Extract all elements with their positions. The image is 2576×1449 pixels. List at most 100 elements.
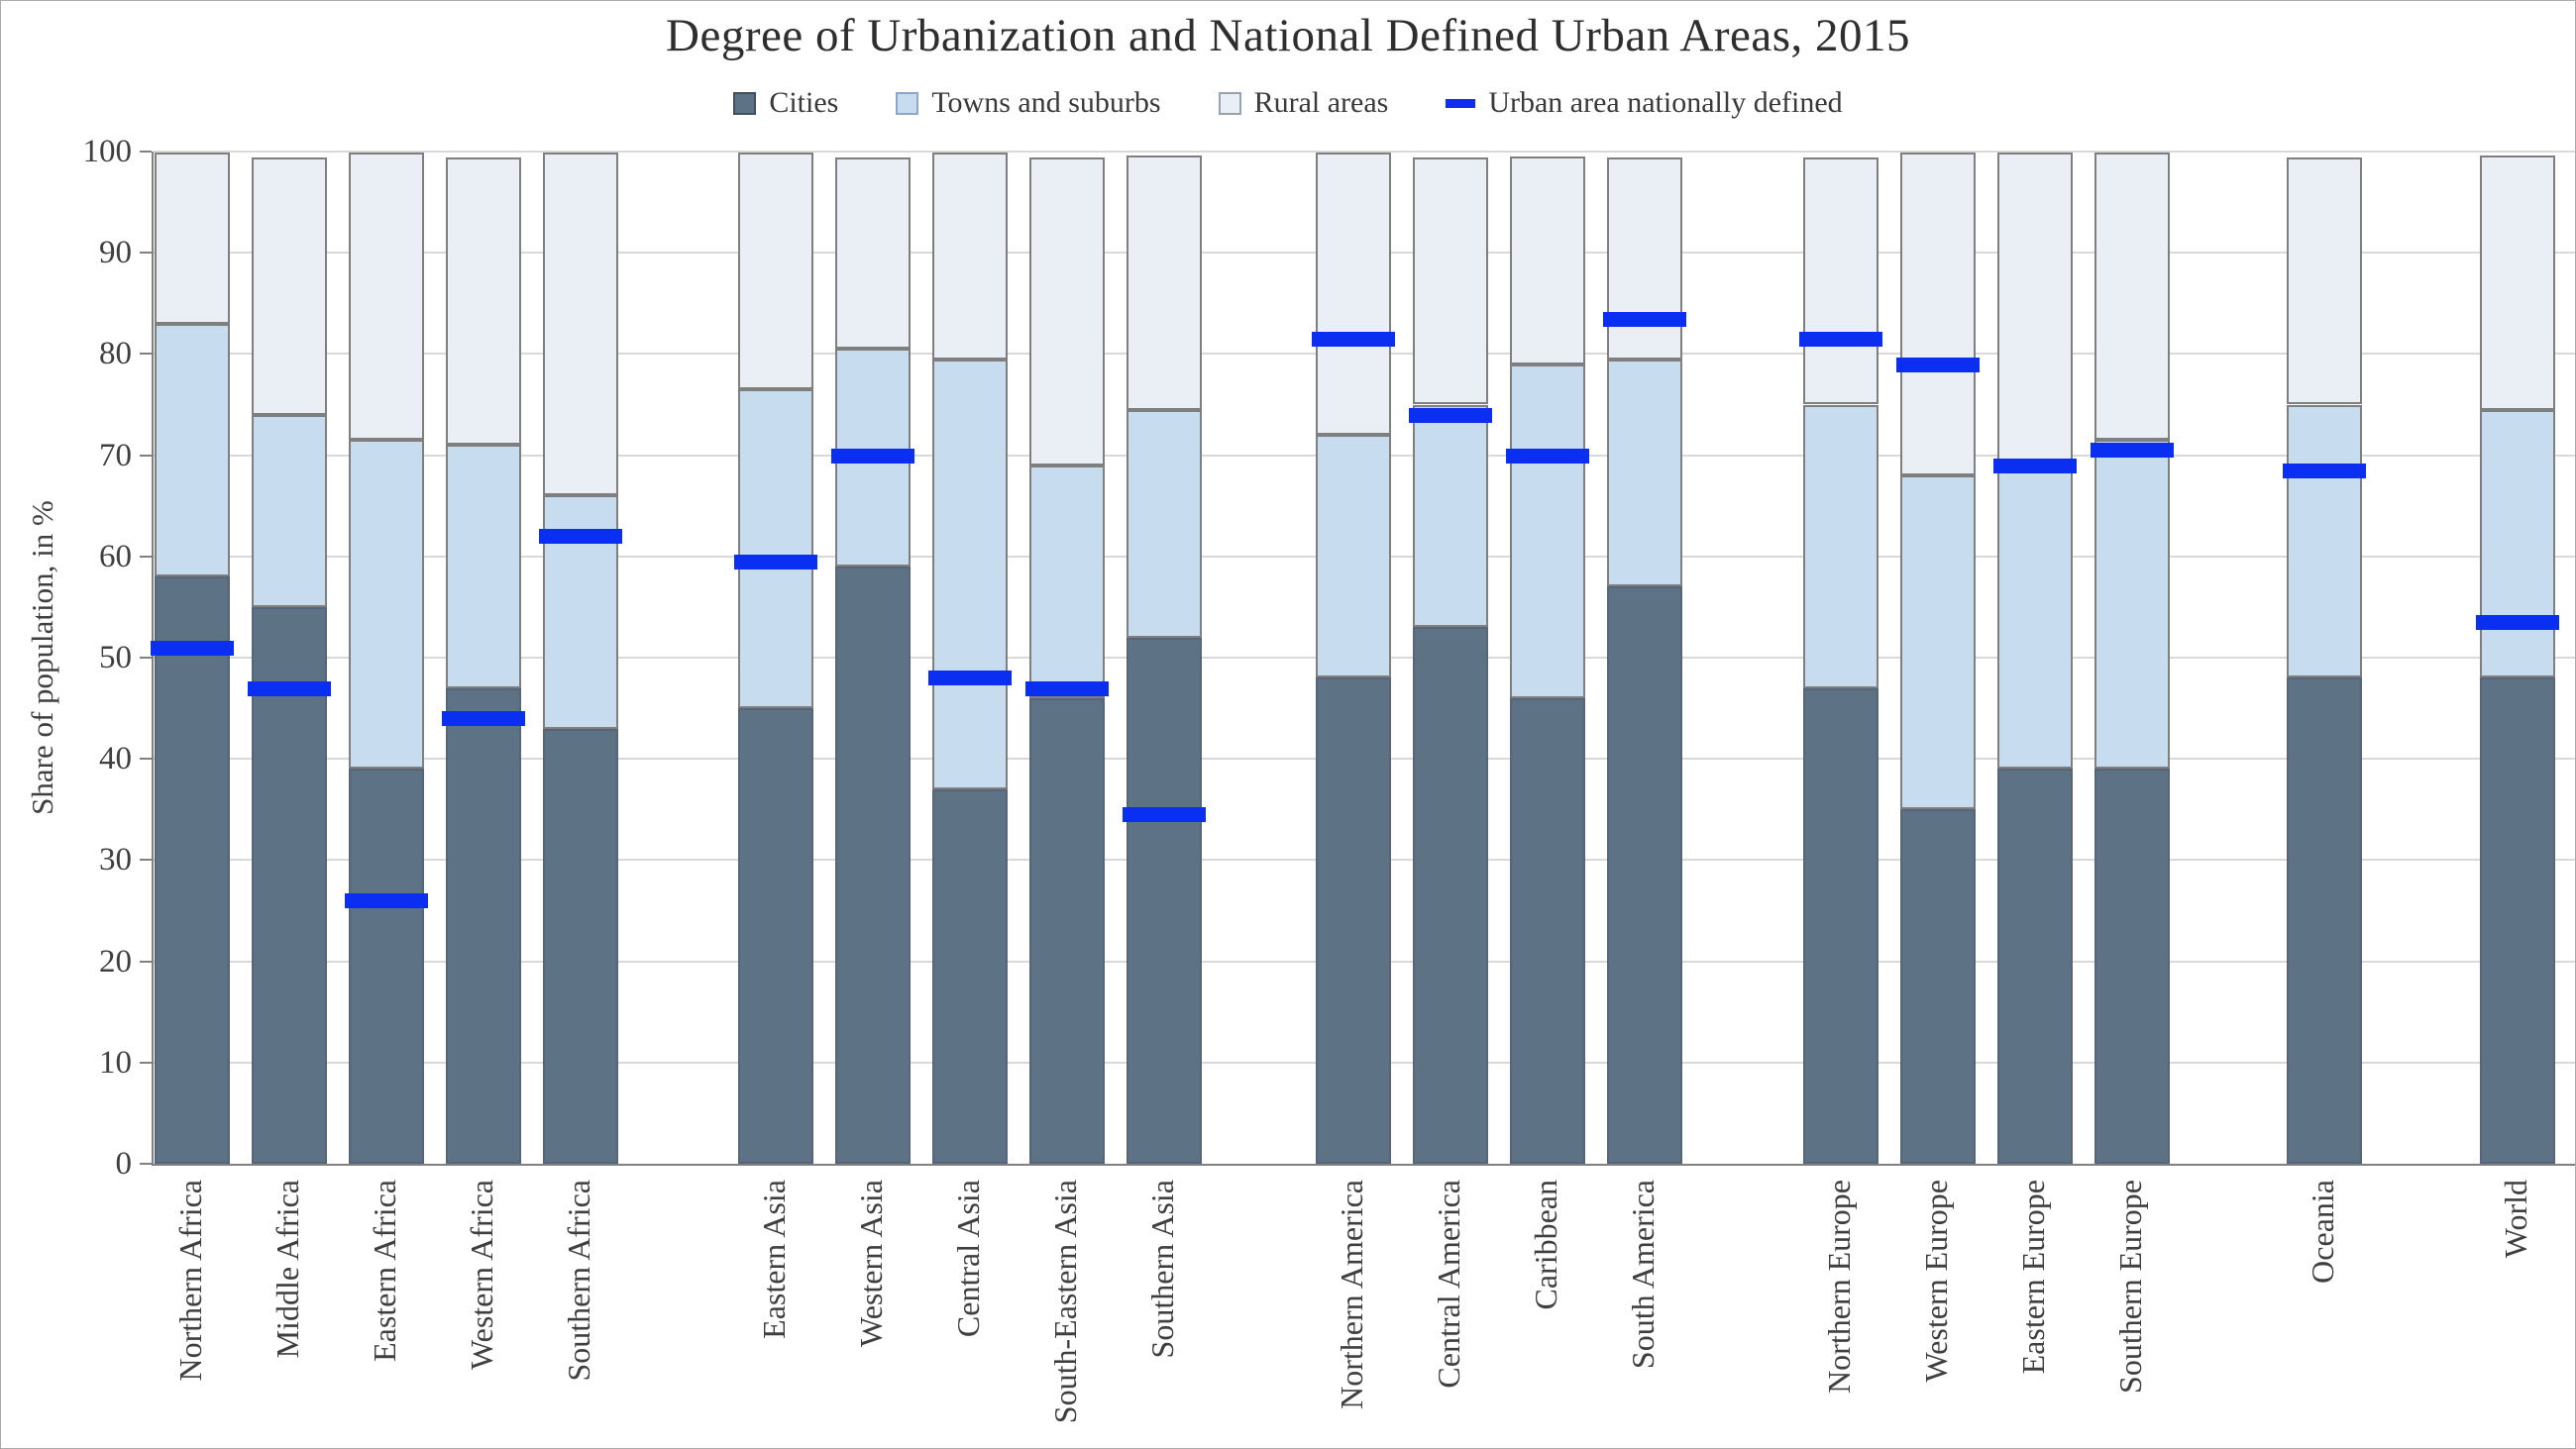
cities-segment (835, 567, 911, 1164)
cities-segment (738, 708, 813, 1164)
towns-and-suburbs-segment (1900, 475, 1976, 810)
legend-label: Towns and suburbs (931, 86, 1161, 119)
y-tick-mark-0 (140, 1163, 152, 1165)
urban-area-nationally-defined-marker (345, 893, 428, 909)
x-axis-label: South-Eastern Asia (1047, 1180, 1083, 1424)
rural-areas-segment (738, 153, 813, 390)
towns-and-suburbs-segment (1127, 409, 1202, 638)
cities-segment (2094, 769, 2170, 1164)
towns-and-suburbs-segment (252, 414, 327, 607)
bar-eastern-africa (349, 152, 424, 1164)
y-tick-label: 100 (82, 134, 133, 169)
rural-areas-segment (1607, 157, 1682, 360)
urban-area-nationally-defined-marker (151, 640, 234, 656)
bar-central-america (1413, 152, 1488, 1164)
bar-middle-africa (252, 152, 327, 1164)
towns-and-suburbs-segment (1803, 404, 1878, 688)
towns-and-suburbs-segment (1316, 435, 1391, 678)
legend-item-cities: Cities (733, 86, 838, 120)
towns-and-suburbs-segment (738, 389, 813, 709)
cities-segment (1607, 586, 1682, 1164)
towns-and-suburbs-segment (446, 445, 521, 688)
towns-and-suburbs-segment (155, 323, 230, 577)
cities-segment (1900, 809, 1976, 1164)
y-tick-label: 60 (99, 538, 132, 574)
urban-area-nationally-defined-marker (442, 711, 525, 727)
x-axis-label: South America (1625, 1180, 1661, 1370)
x-axis-label: Eastern Asia (756, 1180, 792, 1339)
bar-southern-asia (1127, 152, 1202, 1164)
towns-and-suburbs-segment (932, 359, 1008, 789)
urban-area-nationally-defined-marker (1025, 680, 1109, 696)
bar-southern-europe (2094, 152, 2170, 1164)
towns-and-suburbs-segment (1510, 363, 1585, 698)
towns-and-suburbs-segment (1413, 404, 1488, 628)
cities-segment (1029, 697, 1105, 1164)
y-tick-label: 20 (99, 943, 132, 980)
urban-area-nationally-defined-marker (2476, 615, 2559, 631)
y-tick-mark-20 (140, 960, 152, 963)
x-axis-label: Southern Europe (2112, 1180, 2148, 1394)
cities-segment (252, 606, 327, 1164)
bar-northern-america (1316, 152, 1391, 1164)
legend-swatch-icon (733, 91, 757, 115)
rural-areas-segment (932, 153, 1008, 360)
legend-item-urban-area-nationally-defined: Urban area nationally defined (1446, 86, 1843, 120)
y-tick-label: 80 (99, 336, 132, 372)
y-tick-mark-30 (140, 859, 152, 862)
legend-dash-icon (1446, 98, 1476, 108)
legend-item-rural-areas: Rural areas (1218, 86, 1388, 120)
x-axis-label: Central America (1431, 1180, 1466, 1389)
towns-and-suburbs-segment (349, 440, 424, 770)
x-axis-label: Southern Asia (1144, 1180, 1180, 1359)
urban-area-nationally-defined-marker (734, 554, 817, 569)
towns-and-suburbs-segment (1997, 469, 2073, 770)
x-axis-label: Western Asia (853, 1180, 889, 1347)
rural-areas-segment (835, 157, 911, 350)
gridline-100 (154, 151, 2575, 153)
y-tick-mark-100 (140, 151, 152, 153)
y-tick-label: 70 (99, 437, 132, 473)
rural-areas-segment (2287, 157, 2362, 405)
legend-swatch-icon (1218, 91, 1241, 115)
y-tick-label: 0 (115, 1146, 133, 1182)
cities-segment (2480, 677, 2555, 1164)
urban-area-nationally-defined-marker (1993, 458, 2077, 473)
legend: Cities Towns and suburbs Rural areas Urban … (1, 86, 2575, 120)
cities-segment (1127, 637, 1202, 1164)
rural-areas-segment (1803, 157, 1878, 405)
bar-northern-africa (155, 152, 230, 1164)
urban-area-nationally-defined-marker (1799, 332, 1882, 348)
towns-and-suburbs-segment (2287, 404, 2362, 678)
chart-title: Degree of Urbanization and National Defi… (666, 10, 1910, 61)
rural-areas-segment (349, 153, 424, 441)
urban-area-nationally-defined-marker (928, 671, 1012, 686)
bar-northern-europe (1803, 152, 1878, 1164)
urban-area-nationally-defined-marker (539, 529, 622, 545)
y-tick-label: 50 (99, 640, 132, 675)
cities-segment (1997, 769, 2073, 1164)
x-axis-label: Western Europe (1918, 1180, 1954, 1383)
x-axis-label: Central Asia (950, 1180, 986, 1338)
towns-and-suburbs-segment (1607, 359, 1682, 587)
legend-swatch-icon (896, 91, 919, 115)
urban-area-nationally-defined-marker (1409, 407, 1492, 423)
bar-southern-africa (543, 152, 618, 1164)
y-tick-mark-70 (140, 454, 152, 457)
rural-areas-segment (543, 153, 618, 496)
legend-label: Urban area nationally defined (1488, 86, 1843, 119)
cities-segment (155, 576, 230, 1164)
x-axis-label: Middle Africa (269, 1180, 305, 1359)
cities-segment (1316, 677, 1391, 1164)
bar-oceania (2287, 152, 2362, 1164)
plot-area (140, 151, 2575, 1166)
urban-area-nationally-defined-marker (1123, 807, 1206, 823)
urban-area-nationally-defined-marker (2091, 443, 2174, 459)
rural-areas-segment (2480, 155, 2555, 410)
rural-areas-segment (252, 157, 327, 415)
rural-areas-segment (1900, 153, 1976, 476)
x-axis-label: Caribbean (1528, 1180, 1563, 1310)
cities-segment (543, 728, 618, 1164)
bar-world (2480, 152, 2555, 1164)
urban-area-nationally-defined-marker (831, 448, 914, 464)
